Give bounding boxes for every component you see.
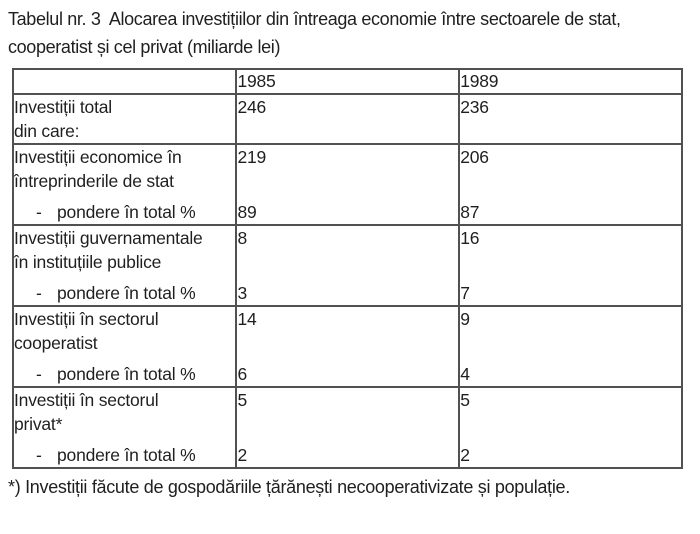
footnote: *) Investiții făcute de gospodăriile țăr…	[8, 477, 570, 497]
row-label-cell: Investiții economice în întreprinderile …	[11, 143, 238, 226]
value-cell-1989: 9 4	[458, 305, 683, 388]
pondere-value-1989: 4	[460, 364, 470, 384]
pondere-line: - pondere în total %	[14, 281, 235, 305]
pondere-label: pondere în total %	[57, 445, 196, 465]
pondere-dash: -	[36, 364, 42, 384]
pondere-value-1985: 89	[237, 202, 257, 222]
row-label-cell: Investiții guvernamentale în instituțiil…	[11, 224, 238, 307]
row-label-line1: Investiții în sectorul	[14, 390, 159, 410]
value-1985: 8	[237, 228, 247, 248]
value-cell-1985: 14 6	[235, 305, 461, 388]
value-cell-1985: 5 2	[235, 386, 461, 469]
row-label-line1: Investiții guvernamentale	[14, 228, 203, 248]
value-cell-1985: 8 3	[235, 224, 461, 307]
caption-line-2: cooperatist și cel privat (miliarde lei)	[8, 37, 281, 57]
row-label-line2: întreprinderile de stat	[14, 171, 174, 191]
value-1985: 14	[237, 309, 257, 329]
row-label-cell: Investiții total din care:	[11, 93, 238, 145]
value-1989: 5	[460, 390, 470, 410]
pondere-label: pondere în total %	[57, 364, 196, 384]
value-1985: 219	[237, 147, 267, 167]
value-cell-1989: 206 87	[458, 143, 683, 226]
value-1985: 5	[237, 390, 247, 410]
value-cell-1989: 236	[458, 93, 683, 145]
row-label-cell: Investiții în sectorul privat* - pondere …	[11, 386, 238, 469]
pondere-line: - pondere în total %	[14, 200, 235, 224]
row-label-line2: cooperatist	[14, 333, 98, 353]
pondere-value-1989: 2	[460, 445, 470, 465]
pondere-dash: -	[36, 283, 42, 303]
header-empty-cell	[11, 68, 238, 95]
value-1989: 206	[460, 147, 489, 167]
pondere-value-1985: 6	[237, 364, 247, 384]
table-row-private: Investiții în sectorul privat* - pondere …	[11, 386, 683, 469]
pondere-dash: -	[36, 445, 42, 465]
row-label-cell: Investiții în sectorul cooperatist - pond…	[11, 305, 238, 388]
row-label-line2: în instituțiile publice	[14, 252, 162, 272]
pondere-label: pondere în total %	[57, 283, 196, 303]
value-cell-1989: 5 2	[458, 386, 683, 469]
pondere-value-1985: 2	[237, 445, 247, 465]
value-cell-1985: 219 89	[235, 143, 461, 226]
header-year-1989: 1989	[458, 68, 683, 95]
pondere-line: - pondere în total %	[14, 443, 235, 467]
value-cell-1989: 16 7	[458, 224, 683, 307]
header-row: 1985 1989	[11, 68, 683, 95]
value-cell-1985: 246	[235, 93, 461, 145]
table-caption: Tabelul nr. 3 Alocarea investițiilor din…	[8, 5, 692, 61]
pondere-value-1989: 7	[460, 283, 470, 303]
row-label-line2: privat*	[14, 414, 63, 434]
table-row-cooperative: Investiții în sectorul cooperatist - pond…	[11, 305, 683, 388]
row-label-line1: Investiții în sectorul	[14, 309, 159, 329]
row-label-line2: din care:	[14, 121, 80, 141]
row-label-line1: Investiții economice în	[14, 147, 182, 167]
header-year-1985: 1985	[235, 68, 461, 95]
value-1989: 236	[460, 97, 489, 117]
investments-table: 1985 1989 Investiții total din care: 246…	[11, 68, 683, 469]
table-row-state-enterprises: Investiții economice în întreprinderile …	[11, 143, 683, 226]
table-row-government: Investiții guvernamentale în instituțiil…	[11, 224, 683, 307]
pondere-label: pondere în total %	[57, 202, 196, 222]
row-label-line1: Investiții total	[14, 97, 112, 117]
pondere-value-1985: 3	[237, 283, 247, 303]
table-row-total: Investiții total din care: 246 236	[11, 93, 683, 145]
pondere-value-1989: 87	[460, 202, 480, 222]
pondere-line: - pondere în total %	[14, 362, 235, 386]
value-1989: 9	[460, 309, 470, 329]
document-page: Tabelul nr. 3 Alocarea investițiilor din…	[8, 5, 692, 497]
value-1989: 16	[460, 228, 480, 248]
pondere-dash: -	[36, 202, 42, 222]
caption-line-1: Tabelul nr. 3 Alocarea investițiilor din…	[8, 9, 621, 29]
value-1985: 246	[237, 97, 267, 117]
